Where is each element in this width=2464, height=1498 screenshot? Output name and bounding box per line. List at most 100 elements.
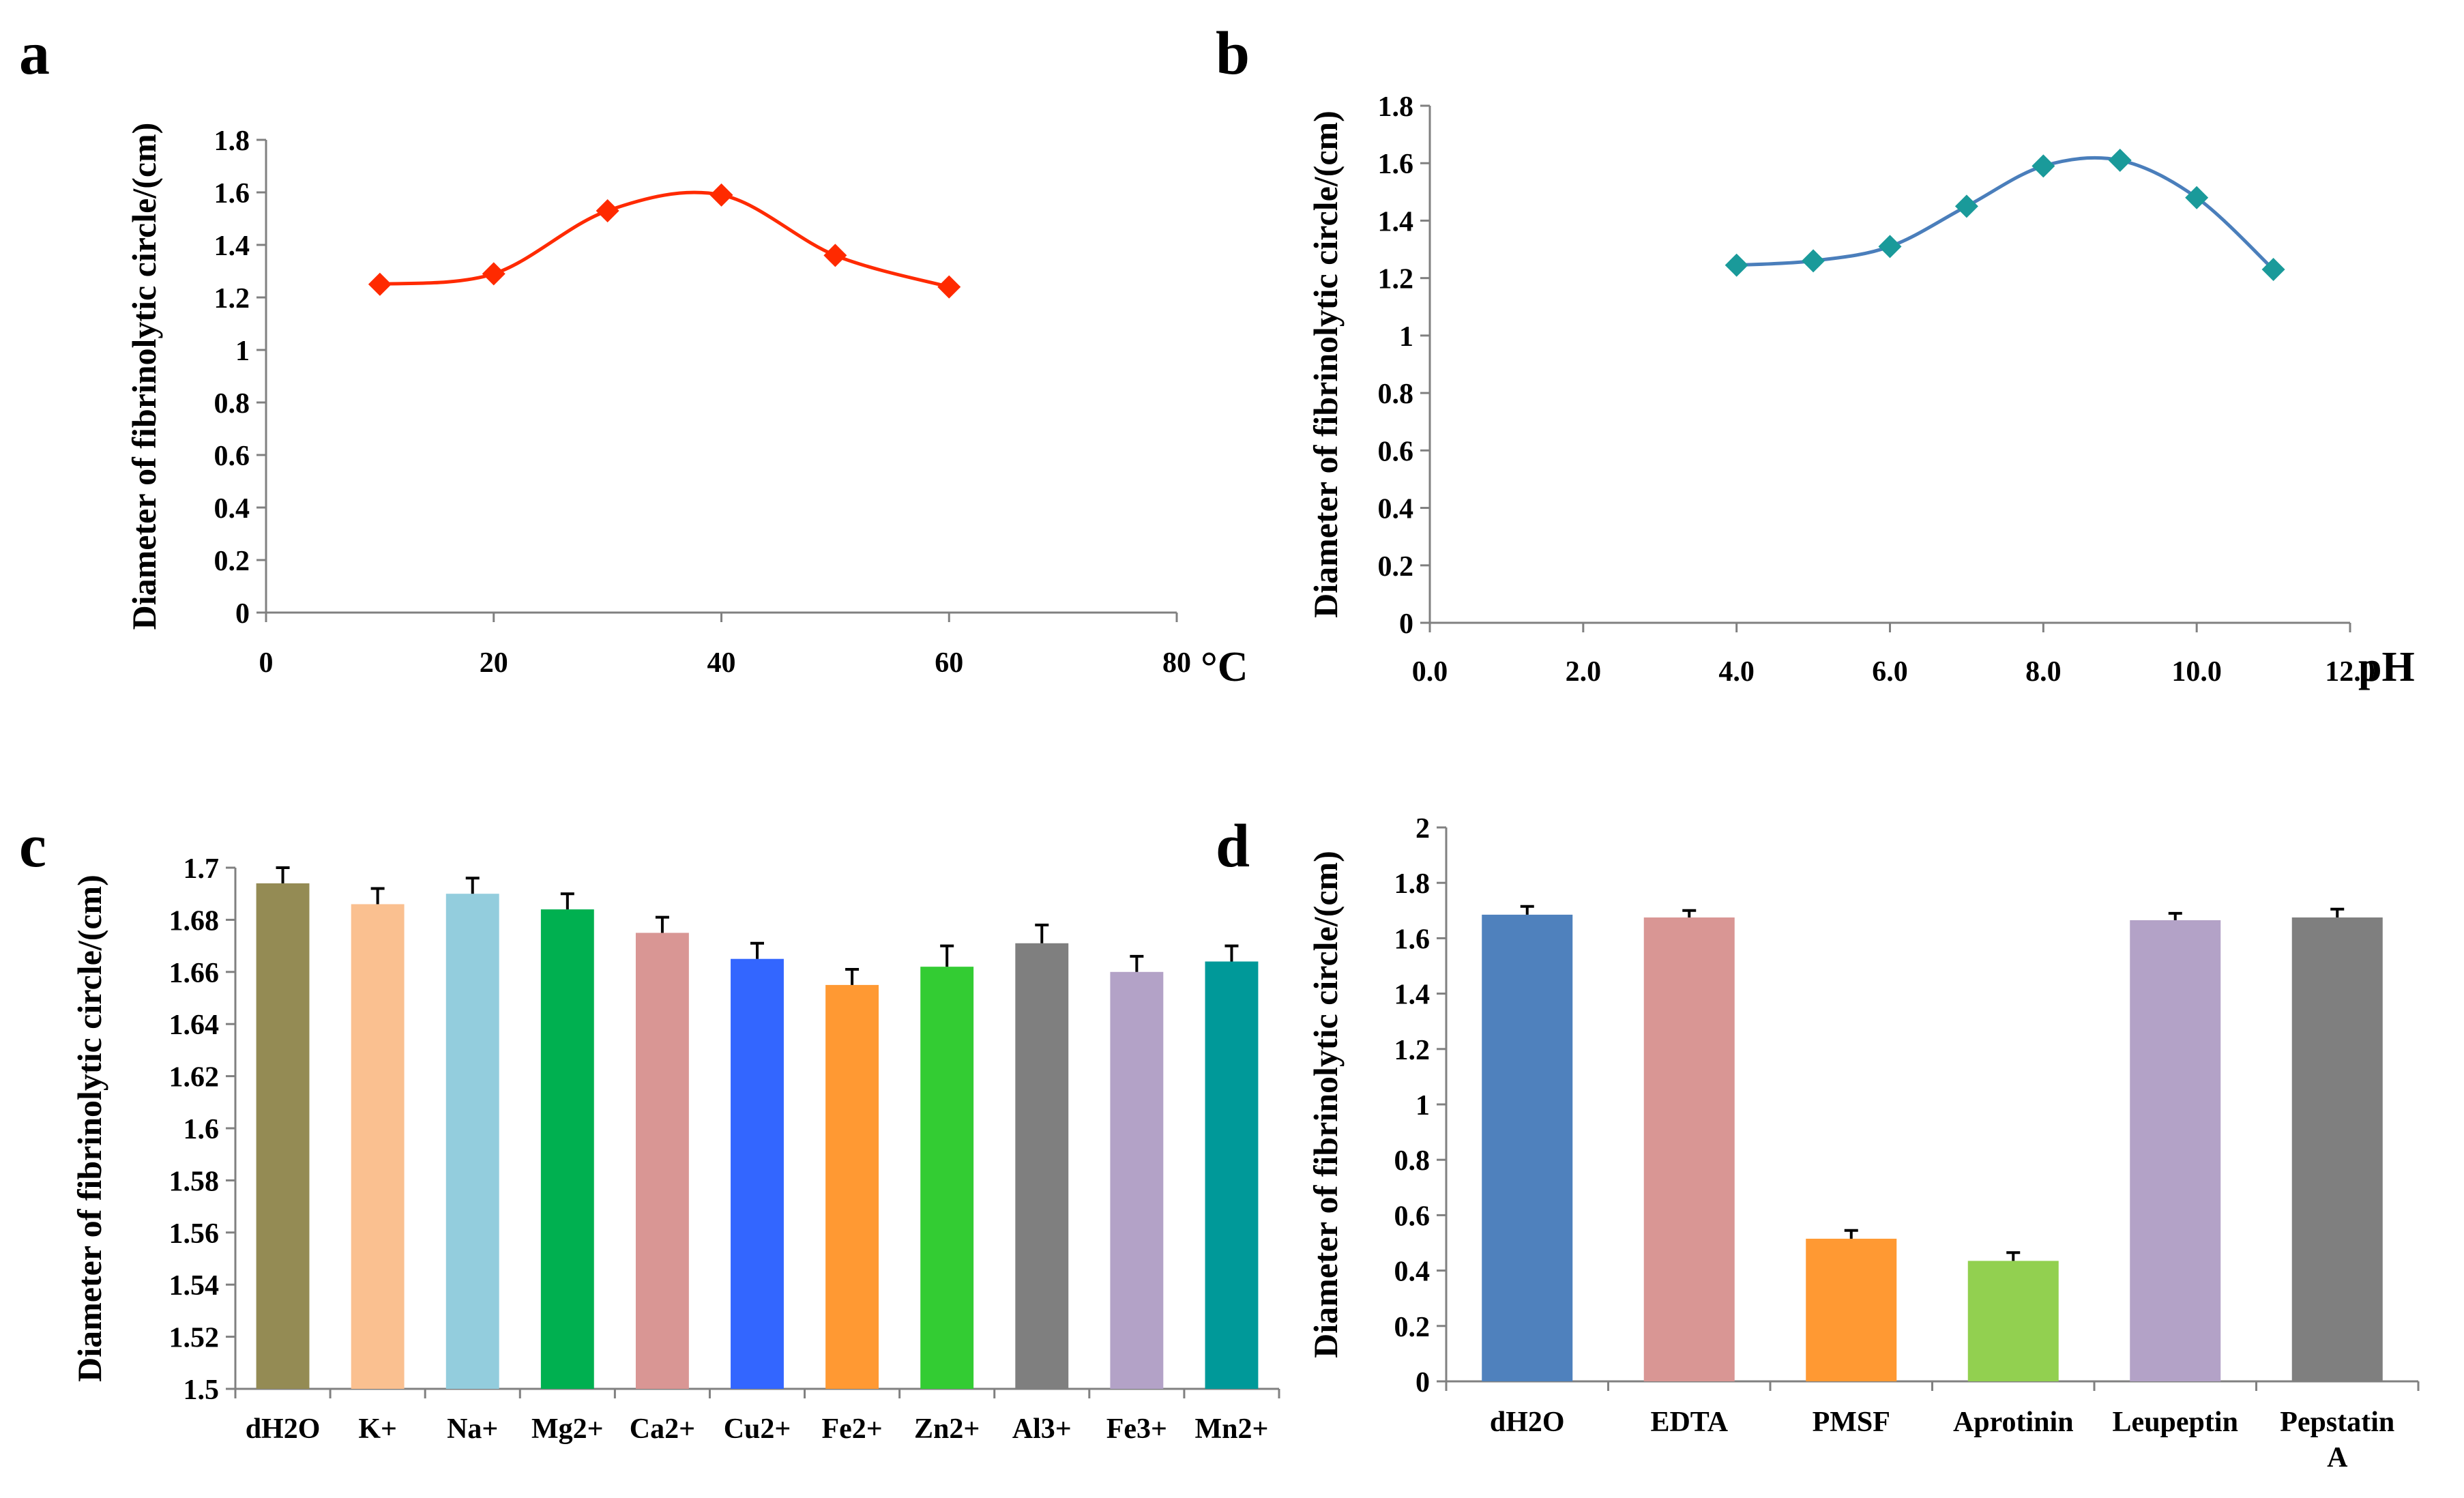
data-point-marker	[1878, 235, 1902, 259]
x-category-label: PMSF	[1813, 1407, 1890, 1438]
x-tick-label: 8.0	[2025, 656, 2062, 688]
panel-label-c: c	[19, 812, 46, 880]
y-tick-label: 0.2	[1394, 1312, 1431, 1343]
y-tick-label: 0.4	[1394, 1257, 1431, 1288]
x-axis-unit-label: pH	[2358, 644, 2415, 690]
bar-na-	[445, 894, 499, 1389]
data-point-marker	[596, 199, 619, 222]
bar-pmsf	[1806, 1238, 1897, 1381]
x-category-label: Al3+	[1012, 1413, 1072, 1445]
bar-dh2o	[256, 883, 310, 1389]
y-tick-label: 1	[235, 336, 250, 367]
y-tick-label: 1.6	[1378, 149, 1414, 180]
bar-zn2-	[920, 967, 974, 1389]
x-tick-label: 4.0	[1718, 656, 1755, 688]
x-category-label: Fe3+	[1106, 1413, 1167, 1445]
bar-mn2-	[1205, 961, 1259, 1389]
bar-fe3-	[1110, 971, 1164, 1389]
y-axis-label: Diameter of fibrinolytic circle/(cm)	[70, 875, 108, 1382]
bar-al3-	[1015, 943, 1069, 1389]
x-tick-label: 40	[707, 647, 736, 679]
x-tick-label: 0.0	[1412, 656, 1448, 688]
x-category-label: Aprotinin	[1953, 1407, 2074, 1438]
data-point-marker	[1802, 249, 1825, 273]
data-point-marker	[368, 272, 392, 296]
y-tick-label: 1.64	[169, 1010, 220, 1041]
y-tick-label: 0.8	[1378, 379, 1414, 410]
x-category-label: Zn2+	[914, 1413, 980, 1445]
bar-ca2-	[635, 932, 689, 1389]
bar-leupeptin	[2130, 920, 2221, 1381]
panel-label-a: a	[19, 20, 50, 87]
x-tick-label: 10.0	[2171, 656, 2222, 688]
data-point-marker	[2185, 186, 2209, 209]
y-tick-label: 1.6	[214, 178, 250, 209]
bar-edta	[1643, 917, 1735, 1381]
series-line	[379, 190, 950, 289]
data-point-marker	[1725, 253, 1748, 277]
y-tick-label: 1.62	[169, 1062, 220, 1093]
bar-fe2-	[825, 984, 879, 1389]
y-tick-label: 0	[1399, 608, 1413, 640]
x-category-label: Fe2+	[821, 1413, 882, 1445]
panel-label-d: d	[1216, 812, 1250, 880]
bar-pepstatin-a	[2291, 917, 2383, 1381]
y-tick-label: 1.7	[184, 853, 220, 885]
y-tick-label: 1.8	[214, 126, 250, 157]
chart-c-metal-ions: 1.5 1.52 1.54 1.56 1.58 1.6 1.62 1.64 1.66 1.68 1.…	[70, 853, 1280, 1445]
data-point-marker	[2261, 258, 2285, 282]
y-tick-label: 1.52	[169, 1323, 220, 1354]
data-point-marker	[709, 183, 733, 207]
data-point-marker	[2108, 149, 2132, 173]
bar-aprotinin	[1967, 1261, 2059, 1381]
x-category-label: Leupeptin	[2113, 1407, 2238, 1438]
y-tick-label: 0.8	[1394, 1145, 1431, 1177]
y-tick-label: 0.2	[1378, 551, 1414, 583]
data-point-marker	[482, 262, 505, 286]
y-tick-label: 0.6	[1394, 1201, 1431, 1232]
series-line	[1736, 156, 2275, 271]
y-tick-label: 1.54	[169, 1270, 220, 1302]
y-tick-label: 1.2	[1378, 264, 1414, 295]
x-category-label: Na+	[447, 1413, 498, 1445]
y-tick-label: 1.4	[1394, 980, 1431, 1011]
y-axis-label: Diameter of fibrinolytic circle/(cm)	[1306, 111, 1345, 618]
y-tick-label: 0.8	[214, 388, 250, 420]
y-tick-label: 1.68	[169, 905, 220, 937]
x-tick-label: 80	[1162, 647, 1191, 679]
y-tick-label: 0	[1416, 1367, 1430, 1398]
x-category-label: Pepstatin	[2280, 1407, 2394, 1438]
y-axis-label: Diameter of fibrinolytic circle/(cm)	[1306, 851, 1345, 1358]
chart-a-temperature: 0 0.2 0.4 0.6 0.8 1 1.2 1.4 1.6 1.8 Diameter of fi…	[125, 123, 1248, 690]
y-tick-label: 1	[1416, 1090, 1430, 1121]
bar-dh2o	[1482, 914, 1573, 1381]
y-tick-label: 1.4	[1378, 206, 1414, 237]
y-tick-label: 1.2	[214, 283, 250, 314]
x-tick-label: 0	[259, 647, 274, 679]
x-tick-label: 60	[935, 647, 963, 679]
y-tick-label: 1.5	[184, 1375, 220, 1406]
y-tick-label: 0.4	[1378, 494, 1414, 525]
y-tick-label: 1.8	[1378, 91, 1414, 123]
x-tick-label: 6.0	[1872, 656, 1908, 688]
y-tick-label: 1.56	[169, 1218, 220, 1250]
y-tick-label: 1.6	[184, 1114, 220, 1145]
y-tick-label: 1.2	[1394, 1035, 1431, 1066]
x-category-label: Mg2+	[531, 1413, 604, 1445]
x-axis-unit-label: °C	[1201, 644, 1248, 690]
x-tick-label: 12.0	[2325, 656, 2375, 688]
x-category-label: K+	[358, 1413, 397, 1445]
y-tick-label: 1	[1399, 321, 1413, 353]
x-category-label: dH2O	[1490, 1407, 1565, 1438]
data-point-marker	[823, 244, 847, 267]
data-point-marker	[2032, 154, 2055, 178]
y-tick-label: 1.8	[1394, 868, 1431, 900]
panel-label-b: b	[1216, 20, 1250, 87]
y-tick-label: 1.66	[169, 958, 220, 989]
x-tick-label: 2.0	[1566, 656, 1602, 688]
x-category-label: dH2O	[246, 1413, 321, 1445]
data-point-marker	[937, 275, 961, 299]
y-tick-label: 1.4	[214, 231, 250, 262]
bar-cu2-	[731, 958, 784, 1389]
y-tick-label: 1.58	[169, 1166, 220, 1197]
